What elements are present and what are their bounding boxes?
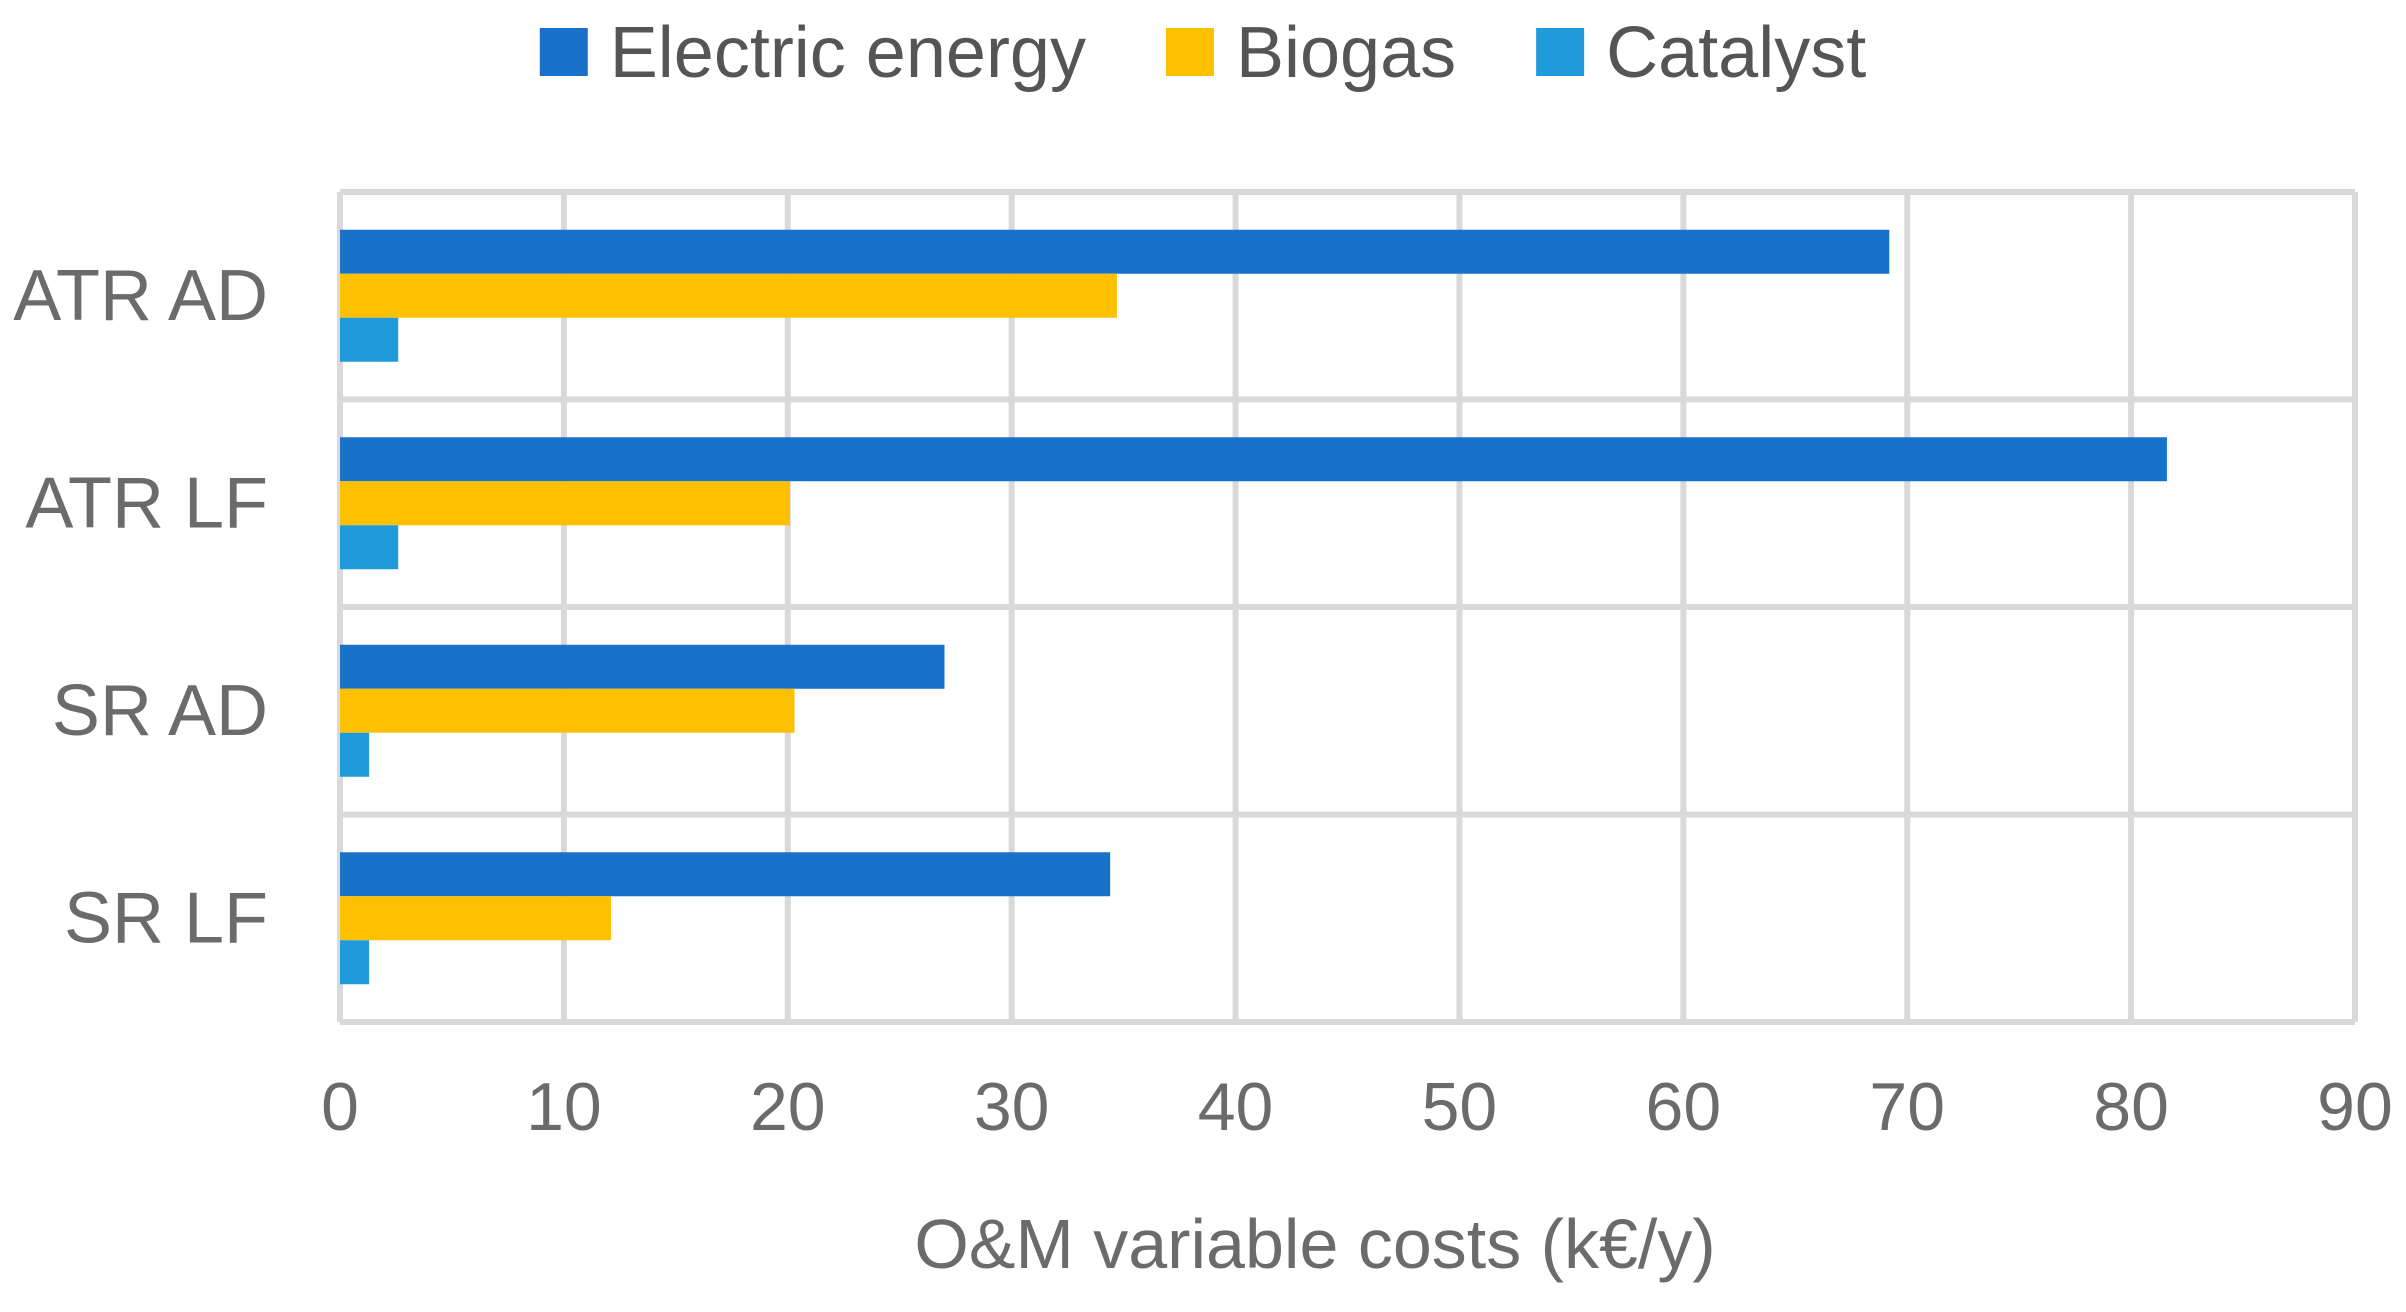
x-tick-label: 90 [2317,1069,2393,1145]
bar-biogas-atr-lf [340,481,791,526]
category-label: ATR AD [13,256,268,336]
bar-biogas-sr-ad [340,688,795,733]
x-tick-label: 0 [321,1069,359,1145]
legend-label: Electric energy [610,13,1086,93]
bar-electric-energy-sr-lf [340,852,1111,897]
x-tick-label: 50 [1422,1069,1498,1145]
x-tick-labels: 0 10 20 30 40 50 60 70 80 90 [321,1069,2393,1145]
bar-electric-energy-atr-ad [340,229,1890,274]
x-tick-label: 70 [1869,1069,1945,1145]
category-label: ATR LF [25,463,268,543]
legend-label: Biogas [1236,13,1456,93]
bar-biogas-atr-ad [340,273,1117,318]
x-tick-label: 10 [526,1069,602,1145]
bar-biogas-sr-lf [340,896,611,941]
x-tick-label: 80 [2093,1069,2169,1145]
x-axis-title: O&M variable costs (k€/y) [914,1205,1715,1283]
x-tick-label: 20 [750,1069,826,1145]
legend-swatch [539,28,588,76]
bar-electric-energy-atr-lf [340,437,2167,482]
legend-label: Catalyst [1606,13,1866,93]
bar-catalyst-atr-lf [340,525,399,570]
bar-catalyst-atr-ad [340,317,399,362]
x-tick-label: 60 [1646,1069,1722,1145]
category-labels: ATR AD ATR LF SR AD SR LF [13,256,268,959]
bar-catalyst-sr-ad [340,732,370,777]
bar-electric-energy-sr-ad [340,644,945,689]
legend-swatch [1165,28,1214,76]
x-tick-label: 30 [974,1069,1050,1145]
bar-catalyst-sr-lf [340,940,370,985]
legend-swatch [1536,28,1585,76]
grid-layer [337,189,2358,1025]
category-label: SR AD [52,671,268,751]
x-tick-label: 40 [1198,1069,1274,1145]
legend: Electric energy Biogas Catalyst [539,13,1866,93]
category-label: SR LF [64,878,268,958]
bar-layer [340,229,2167,985]
